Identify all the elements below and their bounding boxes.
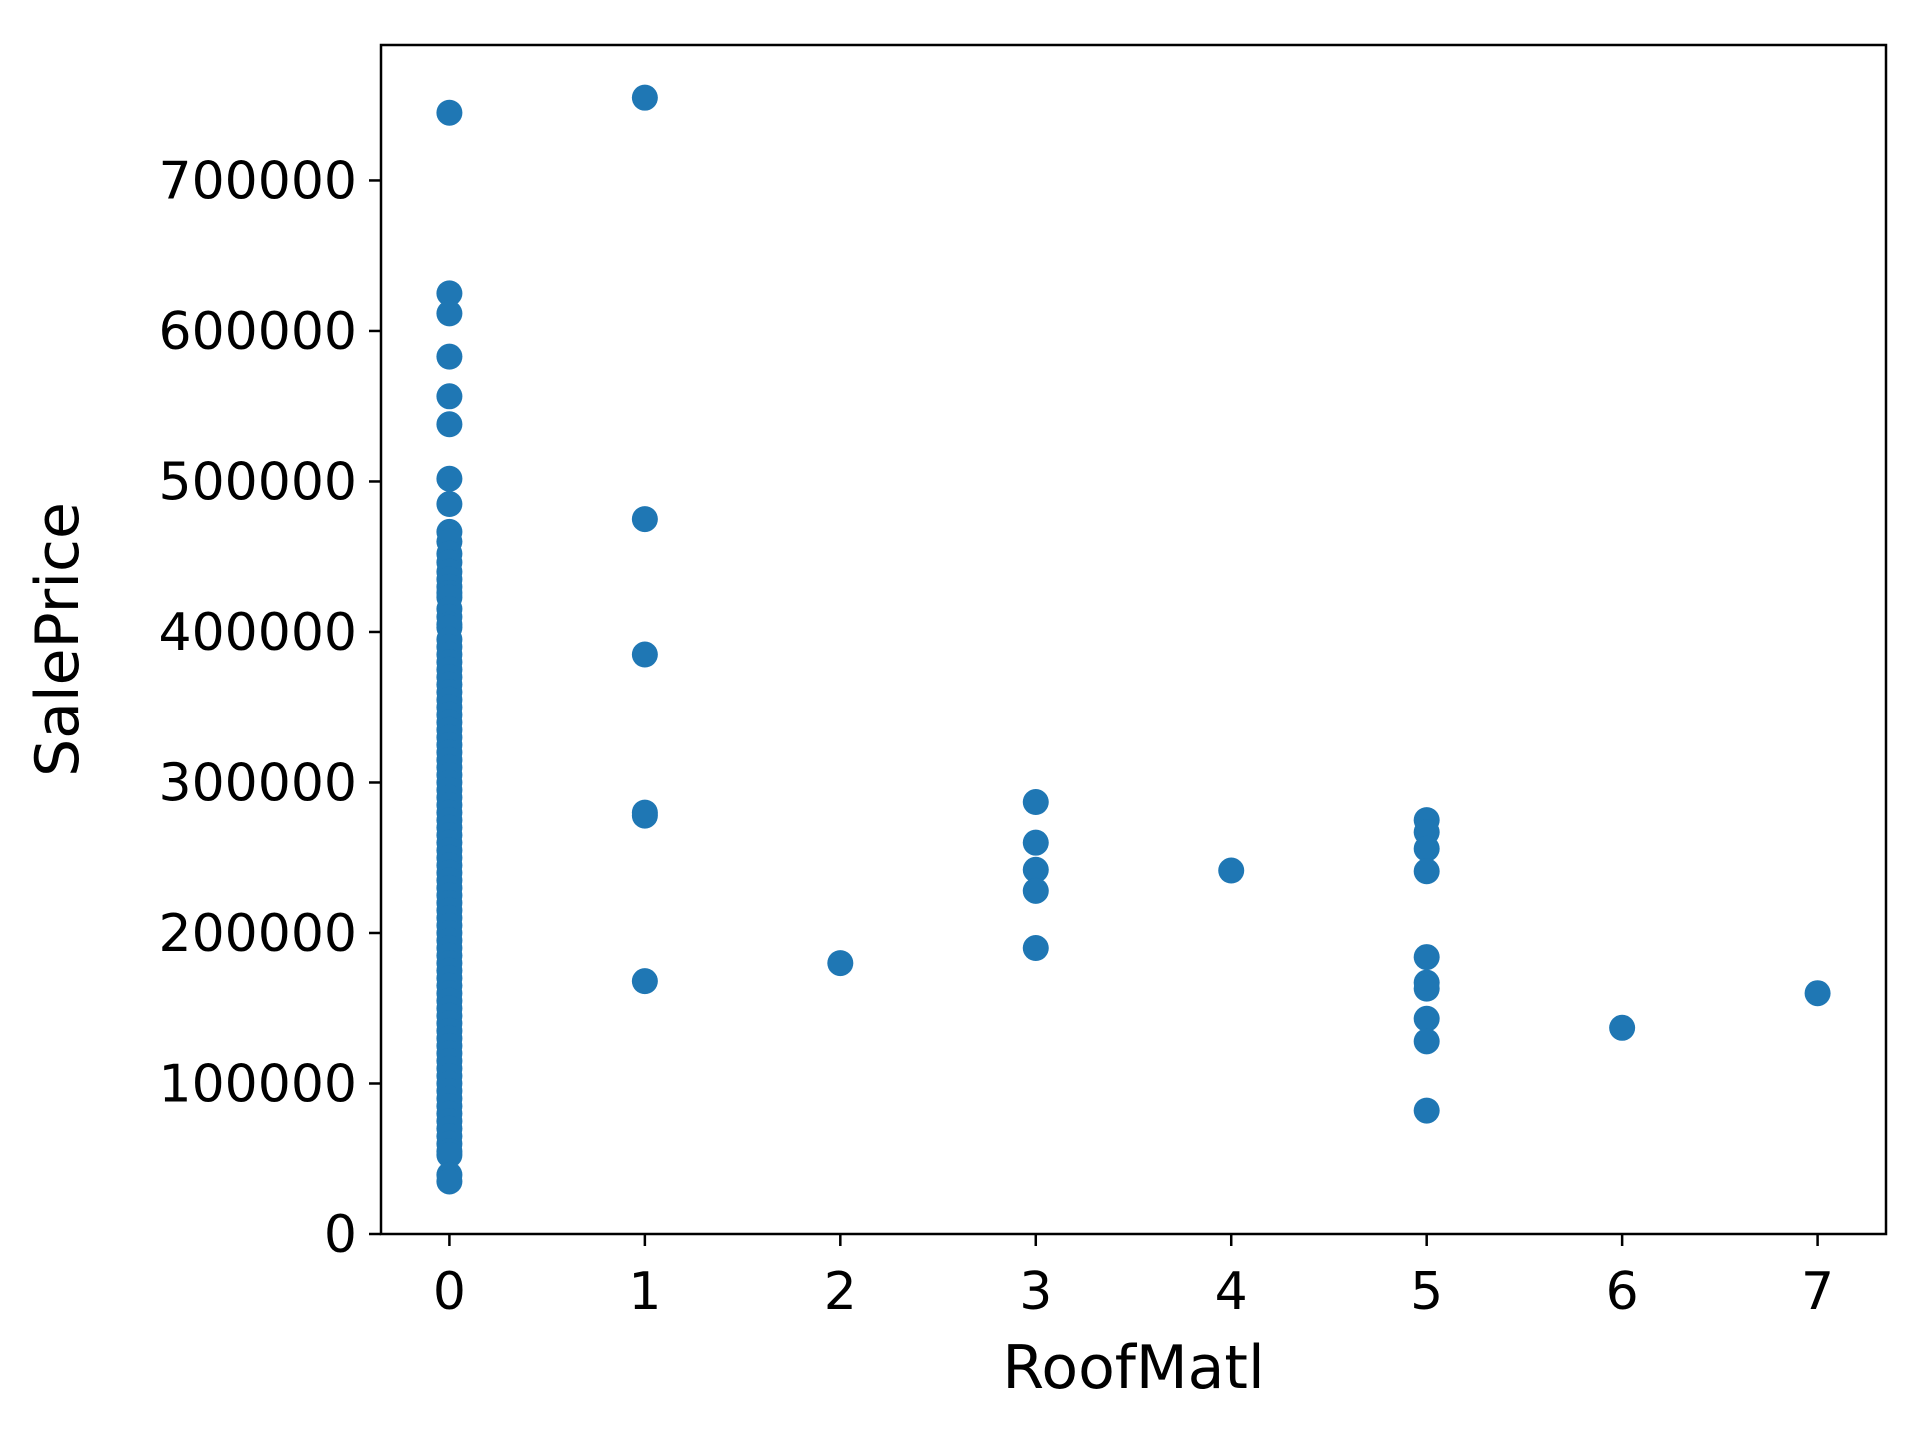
data-point: [631, 802, 658, 829]
y-tick-label: 500000: [158, 452, 357, 512]
data-point: [1413, 975, 1440, 1002]
data-point: [436, 1168, 463, 1195]
data-point: [436, 343, 463, 370]
x-tick-label: 7: [1801, 1262, 1834, 1322]
data-point: [436, 300, 463, 327]
x-tick-label: 2: [824, 1262, 857, 1322]
y-tick-label: 600000: [158, 302, 357, 362]
y-axis-label: SalePrice: [23, 502, 93, 777]
data-point: [436, 465, 463, 492]
plot-area-frame: [379, 43, 1888, 1236]
data-point: [436, 491, 463, 518]
y-tick-label: 0: [324, 1205, 357, 1265]
x-tick-label: 6: [1606, 1262, 1639, 1322]
y-tick-label: 300000: [158, 753, 357, 813]
data-point: [1022, 856, 1049, 883]
data-point: [1413, 944, 1440, 971]
data-point: [1413, 1005, 1440, 1032]
x-tick-label: 5: [1410, 1262, 1443, 1322]
data-point: [436, 1141, 463, 1168]
y-tick-label: 400000: [158, 603, 357, 663]
y-axis-ticks: 0 100000 200000 300000 400000 500000 600000 700…: [158, 151, 381, 1265]
data-point: [1413, 1097, 1440, 1124]
data-point: [1804, 980, 1831, 1007]
data-point: [1218, 857, 1245, 884]
data-point: [1413, 1028, 1440, 1055]
data-point: [631, 84, 658, 111]
x-tick-label: 0: [433, 1262, 466, 1322]
data-points: [436, 84, 1831, 1195]
data-point: [631, 641, 658, 668]
y-tick-label: 200000: [158, 904, 357, 964]
y-tick-label: 100000: [158, 1054, 357, 1114]
data-point: [1022, 789, 1049, 816]
data-point: [827, 950, 854, 977]
data-point: [631, 506, 658, 533]
data-point: [1609, 1014, 1636, 1041]
y-tick-label: 700000: [158, 151, 357, 211]
x-axis-ticks: 0 1 2 3 4 5 6 7: [433, 1234, 1834, 1322]
data-point: [436, 280, 463, 307]
data-point: [436, 383, 463, 410]
x-tick-label: 3: [1019, 1262, 1052, 1322]
data-point: [1022, 829, 1049, 856]
data-point: [1022, 935, 1049, 962]
x-tick-label: 1: [628, 1262, 661, 1322]
x-tick-label: 4: [1215, 1262, 1248, 1322]
data-point: [631, 968, 658, 995]
data-point: [1022, 877, 1049, 904]
data-point: [436, 411, 463, 438]
data-point: [436, 99, 463, 126]
data-point: [1413, 835, 1440, 862]
data-point: [1413, 858, 1440, 885]
x-axis-label: RoofMatl: [1002, 1333, 1264, 1403]
